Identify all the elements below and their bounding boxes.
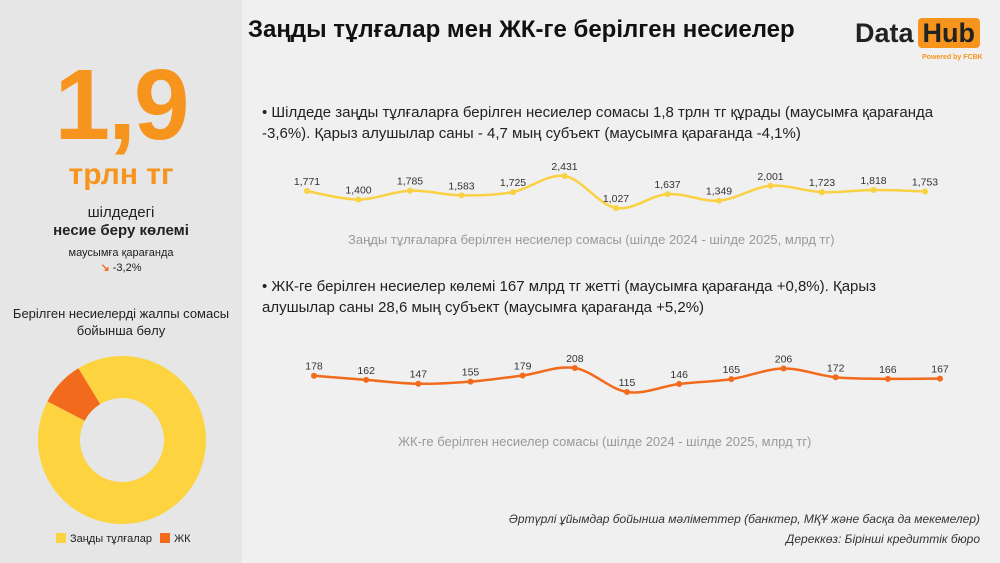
- data-label: 1,725: [500, 177, 526, 189]
- data-label: 206: [775, 354, 793, 366]
- data-point: [304, 188, 310, 195]
- data-point: [415, 380, 422, 387]
- data-point: [819, 189, 825, 196]
- chart1-caption: Заңды тұлғаларға берілген несиелер сомас…: [348, 232, 835, 247]
- data-label: 2,431: [551, 161, 577, 173]
- data-point: [937, 375, 943, 382]
- data-point: [728, 376, 735, 383]
- data-point: [363, 376, 370, 383]
- data-label: 1,349: [706, 186, 732, 198]
- data-label: 115: [619, 377, 636, 389]
- data-point: [767, 182, 774, 189]
- data-label: 1,583: [448, 180, 474, 192]
- data-label: 1,027: [603, 193, 629, 205]
- data-label: 165: [723, 364, 741, 376]
- data-label: 1,637: [654, 179, 680, 191]
- donut-slice: [47, 368, 101, 421]
- data-point: [870, 186, 877, 193]
- bullet-1: • Шілдеде заңды тұлғаларға берілген неси…: [262, 104, 934, 142]
- data-label: 166: [879, 364, 897, 376]
- data-label: 178: [305, 361, 323, 373]
- data-point: [561, 173, 568, 179]
- data-label: 1,785: [397, 176, 423, 188]
- data-point: [519, 372, 526, 379]
- donut-slice: [38, 356, 207, 525]
- data-label: 155: [462, 367, 480, 379]
- data-point: [510, 189, 516, 196]
- kpi-change: -3,2%: [112, 262, 142, 274]
- data-point: [624, 389, 630, 395]
- kpi-unit: трлн тг: [68, 158, 174, 191]
- data-label: 1,723: [809, 177, 835, 189]
- footer-note: Әртүрлі ұйымдар бойынша мәліметтер (банк…: [508, 512, 980, 526]
- kpi-compare: маусымға қарағанда: [68, 247, 174, 259]
- legend-legal: Заңды тұлғалар: [56, 533, 152, 545]
- data-label: 2,001: [757, 171, 783, 183]
- data-point: [780, 365, 787, 372]
- data-label: 147: [410, 369, 428, 381]
- data-point: [884, 375, 891, 382]
- powered-by: Powered by FCBK: [922, 54, 983, 61]
- data-point: [407, 187, 413, 194]
- data-point: [571, 365, 578, 371]
- footer-source: Дереккөз: Бірінші кредиттік бюро: [785, 532, 980, 546]
- data-point: [467, 378, 474, 385]
- kpi-value: 1,9: [54, 49, 189, 161]
- data-label: 1,771: [294, 176, 320, 188]
- data-label: 1,818: [860, 175, 886, 187]
- data-point: [355, 196, 362, 203]
- arrow-down-right-icon: ↘: [100, 262, 110, 274]
- page-title: Заңды тұлғалар мен ЖК-ге берілген несиел…: [248, 16, 795, 43]
- kpi-line1: шілдедегі: [87, 204, 155, 221]
- data-point: [676, 381, 683, 387]
- data-point: [922, 188, 928, 195]
- data-label: 146: [670, 369, 688, 381]
- data-point: [832, 374, 839, 381]
- data-label: 172: [827, 362, 845, 374]
- data-point: [716, 197, 722, 204]
- data-point: [664, 191, 671, 198]
- data-label: 1,400: [345, 184, 371, 196]
- data-point: [613, 205, 619, 211]
- bullet-2: • ЖК-ге берілген несиелер көлемі 167 млр…: [262, 278, 877, 316]
- data-label: 208: [566, 353, 584, 365]
- data-point: [458, 192, 465, 199]
- data-label: 179: [514, 360, 532, 372]
- chart2-caption: ЖК-ге берілген несиелер сомасы (шілде 20…: [398, 434, 812, 449]
- datahub-logo: Data Hub: [855, 18, 981, 49]
- left-panel: [0, 0, 242, 563]
- data-label: 167: [931, 364, 949, 376]
- data-label: 1,753: [912, 176, 938, 188]
- data-point: [311, 372, 317, 379]
- data-label: 162: [357, 365, 375, 377]
- kpi-line2: несие беру көлемі: [53, 222, 189, 239]
- donut-title: Берілген несиелерді жалпы сомасы бойынша…: [12, 306, 230, 338]
- legend-ie: ЖК: [160, 533, 191, 545]
